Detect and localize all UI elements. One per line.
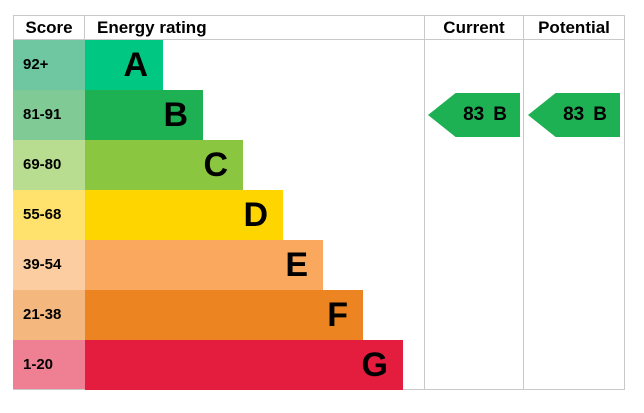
header-row: Score Energy rating Current Potential bbox=[13, 15, 625, 40]
band-bar-cell: D bbox=[85, 190, 424, 240]
band-score-range: 39-54 bbox=[13, 240, 85, 290]
band-bar-b: B bbox=[85, 90, 203, 140]
current-cell bbox=[424, 140, 523, 190]
potential-cell bbox=[523, 190, 625, 240]
potential-cell bbox=[523, 290, 625, 340]
epc-band-row-e: 39-54 E bbox=[13, 240, 625, 290]
current-cell bbox=[424, 40, 523, 90]
epc-table: Score Energy rating Current Potential 92… bbox=[13, 15, 625, 390]
band-letter: B bbox=[163, 96, 188, 134]
band-bar-g: G bbox=[85, 340, 403, 390]
band-bar-f: F bbox=[85, 290, 363, 340]
current-rating-value: 83 bbox=[463, 104, 485, 125]
band-letter: D bbox=[243, 196, 268, 234]
current-cell: 83 B bbox=[424, 90, 523, 140]
header-energy-rating: Energy rating bbox=[85, 15, 424, 40]
band-score-range: 21-38 bbox=[13, 290, 85, 340]
epc-band-row-d: 55-68 D bbox=[13, 190, 625, 240]
potential-cell bbox=[523, 140, 625, 190]
epc-band-row-g: 1-20 G bbox=[13, 340, 625, 390]
potential-rating-letter: B bbox=[593, 104, 607, 125]
potential-cell bbox=[523, 240, 625, 290]
band-bar-e: E bbox=[85, 240, 323, 290]
band-letter: A bbox=[123, 46, 148, 84]
band-score-range: 81-91 bbox=[13, 90, 85, 140]
band-bar-cell: A bbox=[85, 40, 424, 90]
band-score-range: 1-20 bbox=[13, 340, 85, 390]
current-cell bbox=[424, 240, 523, 290]
current-rating-letter: B bbox=[493, 104, 507, 125]
epc-band-row-c: 69-80 C bbox=[13, 140, 625, 190]
current-cell bbox=[424, 190, 523, 240]
potential-rating-value: 83 bbox=[563, 104, 585, 125]
band-score-range: 55-68 bbox=[13, 190, 85, 240]
potential-cell bbox=[523, 340, 625, 390]
band-letter: C bbox=[203, 146, 228, 184]
band-score-range: 69-80 bbox=[13, 140, 85, 190]
potential-cell bbox=[523, 40, 625, 90]
epc-band-row-a: 92+ A bbox=[13, 40, 625, 90]
epc-band-row-f: 21-38 F bbox=[13, 290, 625, 340]
band-letter: E bbox=[285, 246, 308, 284]
current-cell bbox=[424, 290, 523, 340]
band-bar-d: D bbox=[85, 190, 283, 240]
band-bar-cell: F bbox=[85, 290, 424, 340]
potential-cell: 83 B bbox=[523, 90, 625, 140]
band-bar-cell: E bbox=[85, 240, 424, 290]
header-potential: Potential bbox=[523, 15, 625, 40]
band-bar-cell: B bbox=[85, 90, 424, 140]
epc-band-row-b: 81-91 B 83 B 83 B bbox=[13, 90, 625, 140]
band-bar-cell: C bbox=[85, 140, 424, 190]
band-score-range: 92+ bbox=[13, 40, 85, 90]
current-rating-arrow: 83 B bbox=[428, 93, 520, 137]
header-current: Current bbox=[424, 15, 523, 40]
band-bar-cell: G bbox=[85, 340, 424, 390]
header-score: Score bbox=[13, 15, 85, 40]
potential-rating-arrow: 83 B bbox=[528, 93, 620, 137]
band-letter: F bbox=[327, 296, 348, 334]
band-letter: G bbox=[361, 346, 388, 384]
current-cell bbox=[424, 340, 523, 390]
band-bar-a: A bbox=[85, 40, 163, 90]
band-bar-c: C bbox=[85, 140, 243, 190]
